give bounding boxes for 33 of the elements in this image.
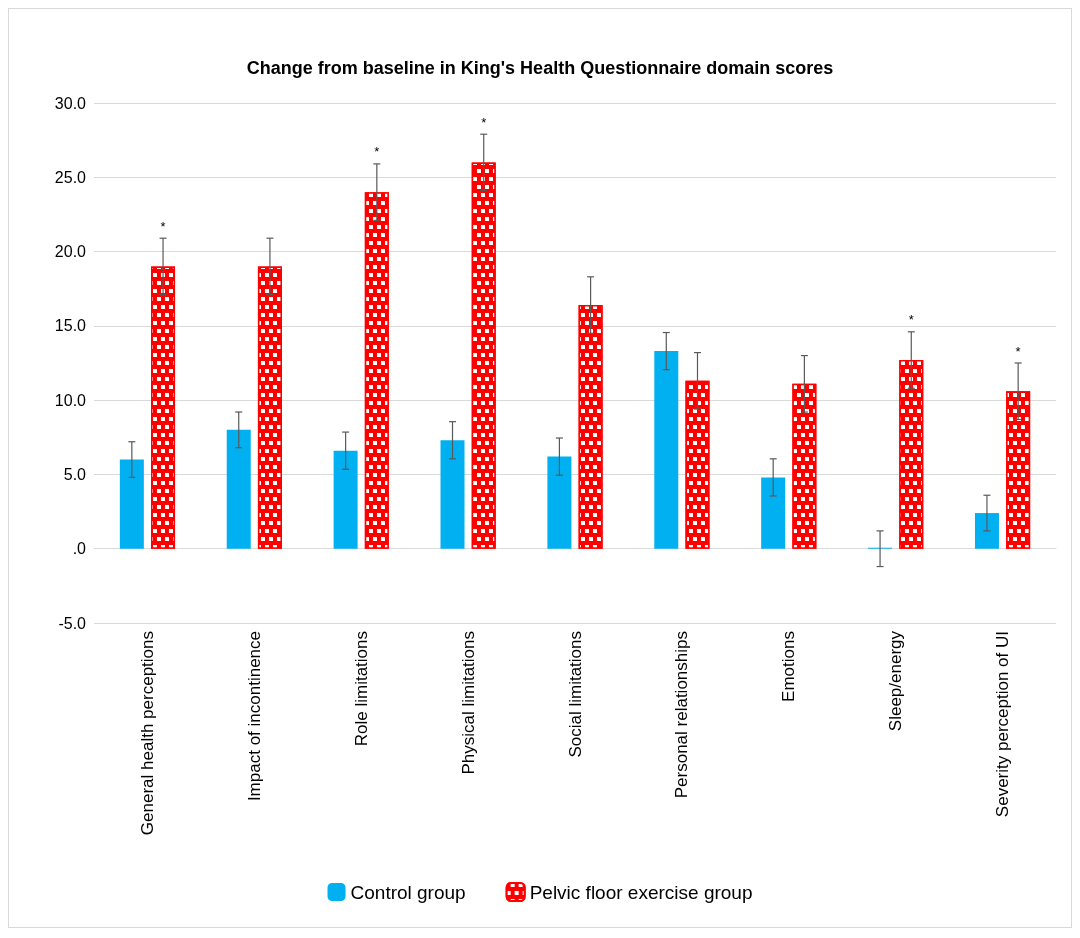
y-tick-label: -5.0 (58, 614, 87, 632)
x-tick-label: Personal relationships (672, 631, 692, 799)
data-label: * (1015, 343, 1021, 359)
y-tick-label: 5.0 (63, 465, 87, 483)
bar (974, 513, 999, 549)
data-label: * (160, 218, 166, 234)
bar (547, 456, 572, 549)
data-label: * (481, 114, 487, 130)
bar (654, 351, 679, 549)
x-tick-label: General health perceptions (137, 631, 157, 836)
x-tick-label: Impact of incontinence (244, 631, 264, 802)
legend-label: Pelvic floor exercise group (529, 881, 753, 903)
x-tick-label: Social limitations (565, 631, 585, 758)
data-label: * (908, 312, 914, 328)
y-tick-label: 30.0 (54, 94, 87, 112)
chart-title: Change from baseline in King's Health Questionnaire domain scores (246, 58, 834, 78)
x-tick-label: Role limitations (351, 631, 371, 747)
bar (119, 459, 144, 549)
bar (761, 477, 786, 549)
y-tick-label: 20.0 (54, 243, 87, 261)
x-tick-label: Sleep/energy (886, 630, 906, 732)
data-label: * (374, 144, 380, 160)
y-tick-label: .0 (72, 540, 87, 558)
x-tick-label: Physical limitations (458, 631, 478, 775)
x-tick-label: Emotions (779, 631, 799, 702)
y-tick-label: 25.0 (54, 168, 87, 186)
bar (440, 440, 465, 549)
legend-label: Control group (350, 881, 466, 903)
bar (333, 450, 358, 549)
x-tick-label: Severity perception of UI (993, 631, 1013, 818)
y-tick-label: 10.0 (54, 391, 87, 409)
bar (226, 429, 251, 549)
y-tick-label: 15.0 (54, 317, 87, 335)
